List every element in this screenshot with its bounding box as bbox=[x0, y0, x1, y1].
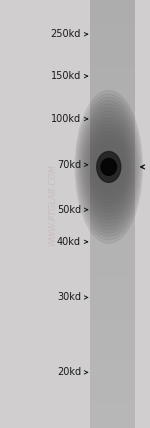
Ellipse shape bbox=[101, 158, 117, 175]
Text: 250kd: 250kd bbox=[51, 29, 81, 39]
Ellipse shape bbox=[75, 90, 142, 244]
Text: 20kd: 20kd bbox=[57, 367, 81, 377]
Text: 30kd: 30kd bbox=[57, 292, 81, 303]
Text: 100kd: 100kd bbox=[51, 114, 81, 124]
Text: 40kd: 40kd bbox=[57, 237, 81, 247]
Text: WWW.PTGLAB.COM: WWW.PTGLAB.COM bbox=[48, 164, 57, 247]
Ellipse shape bbox=[76, 94, 141, 240]
Text: 70kd: 70kd bbox=[57, 160, 81, 170]
Text: 150kd: 150kd bbox=[51, 71, 81, 81]
Ellipse shape bbox=[97, 152, 121, 182]
Text: 50kd: 50kd bbox=[57, 205, 81, 215]
